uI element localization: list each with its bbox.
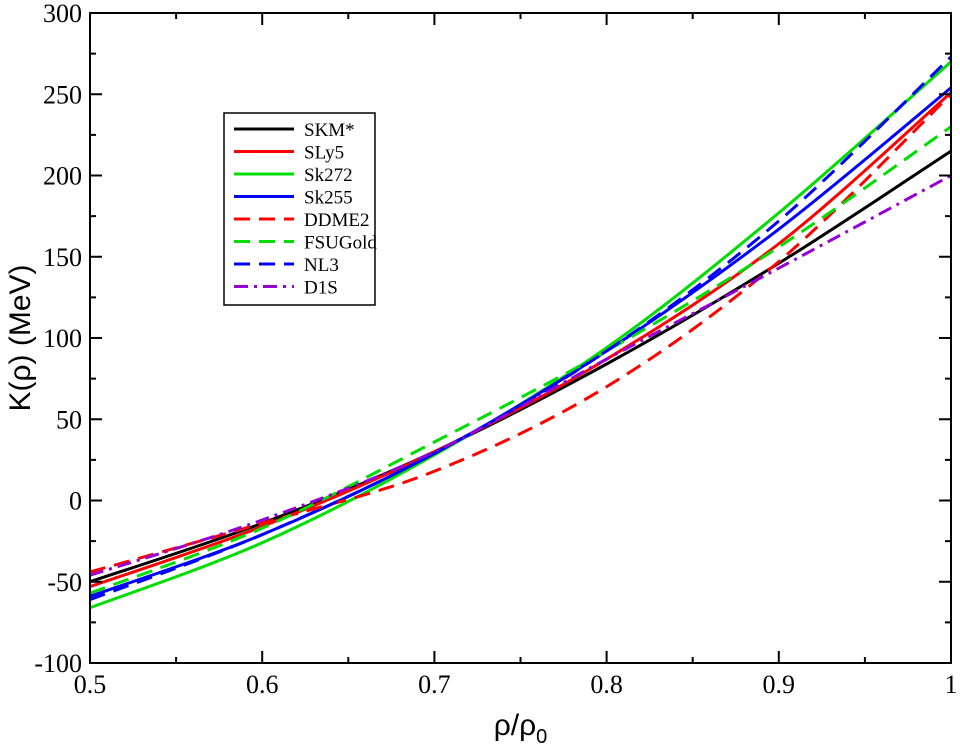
plot-lines	[89, 55, 953, 610]
legend-label-ddme2: DDME2	[304, 210, 369, 231]
legend-box	[223, 112, 376, 306]
y-tick-label: 200	[43, 162, 82, 191]
series-line-sk255	[89, 86, 952, 598]
y-tick-label: 0	[69, 487, 82, 516]
legend-label-sk255: Sk255	[304, 188, 353, 209]
x-tick-label: 0.5	[74, 670, 107, 699]
y-tick-label: 250	[43, 80, 82, 109]
legend-label-d1s: D1S	[304, 278, 338, 299]
x-axis-label-subscript: 0	[536, 726, 547, 747]
series-line-sly5	[89, 91, 952, 589]
legend-label-fsugold: FSUGold	[304, 233, 377, 254]
series-line-fsugold	[89, 125, 952, 595]
series-line-skm	[89, 149, 952, 584]
y-tick-label: 300	[43, 0, 82, 28]
x-tick-label: 0.6	[246, 670, 279, 699]
series-line-sk272	[89, 60, 952, 610]
legend-label-sk272: Sk272	[304, 165, 353, 186]
legend-label-sly5: SLy5	[304, 143, 344, 164]
x-tick-label: 0.9	[763, 670, 796, 699]
legend-label-skm: SKM*	[304, 120, 355, 141]
legend-label-nl3: NL3	[304, 255, 339, 276]
y-tick-label: 50	[56, 405, 82, 434]
y-axis-label: K(ρ) (MeV)	[4, 264, 37, 411]
axis-ticks: 0.5 0.6 0.7 0.8 0.9 1 -100 -50 0 50 100 150 200 250 30…	[34, 0, 957, 699]
x-axis-label: ρ/ρ0	[494, 709, 548, 747]
y-tick-label: 100	[43, 324, 82, 353]
x-tick-label: 0.7	[418, 670, 451, 699]
y-tick-label: -100	[34, 649, 82, 678]
series-line-d1s	[89, 174, 952, 577]
series-line-ddme2	[89, 93, 953, 574]
y-tick-label: 150	[43, 243, 82, 272]
y-tick-label: -50	[47, 568, 82, 597]
plot-frame	[89, 12, 952, 664]
series-line-nl3	[89, 55, 953, 602]
x-tick-label: 1	[945, 670, 958, 699]
x-tick-label: 0.8	[590, 670, 623, 699]
x-axis-label-main: ρ/ρ	[494, 709, 536, 742]
